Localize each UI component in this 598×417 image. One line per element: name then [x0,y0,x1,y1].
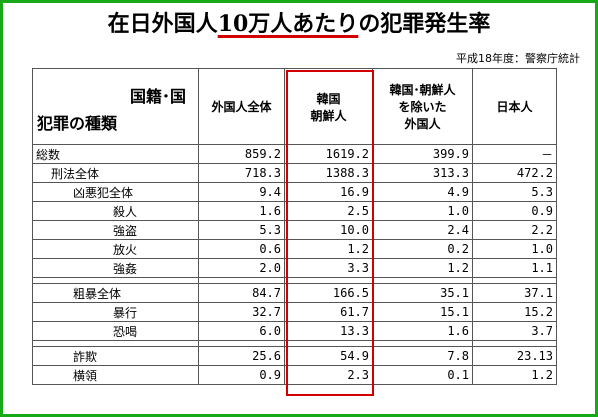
rate-cell: 10.0 [284,220,373,240]
rate-cell: 2.4 [372,220,473,240]
rate-cell: 13.3 [284,321,373,341]
row-gap [32,277,557,284]
row-label: 強姦 [32,258,199,278]
source-note: 平成18年度：警察庁統計 [456,52,580,65]
rate-cell: 0.9 [198,365,285,385]
rate-cell: 0.2 [372,239,473,259]
page-title: 在日外国人10万人あたりの犯罪発生率 [0,6,598,38]
title-part1: 在日外国人 [107,11,218,37]
rate-cell: 4.9 [372,182,473,202]
rate-cell: 0.6 [198,239,285,259]
rate-cell: 84.7 [198,283,285,303]
rate-cell: 1.1 [472,258,557,278]
rate-cell: 2.3 [284,365,373,385]
row-label: 詐欺 [32,346,199,366]
rate-cell: 5.3 [198,220,285,240]
rate-cell: 37.1 [472,283,557,303]
rate-cell: 0.9 [472,201,557,221]
corner-header: 国籍･国 犯罪の種類 [32,68,199,145]
row-label: 暴行 [32,302,199,322]
rate-cell: 313.3 [372,163,473,183]
corner-top-label: 国籍･国 [129,87,186,106]
rate-cell: 399.9 [372,144,473,164]
rate-cell: 9.4 [198,182,285,202]
rate-cell: 5.3 [472,182,557,202]
rate-cell: 1.2 [472,365,557,385]
header-japanese: 日本人 [472,68,557,145]
row-label: 総数 [32,144,199,164]
rate-cell: 7.8 [372,346,473,366]
rate-cell: 1.0 [472,239,557,259]
rate-cell: 1.2 [372,258,473,278]
rate-cell: 1388.3 [284,163,373,183]
table-row: 凶悪犯全体 9.4 16.9 4.9 5.3 [32,182,557,202]
rate-cell: 25.6 [198,346,285,366]
rate-cell: 1619.2 [284,144,373,164]
table-row: 強姦 2.0 3.3 1.2 1.1 [32,258,557,278]
header-korean: 韓国 朝鮮人 [284,68,373,145]
rate-cell: 166.5 [284,283,373,303]
table-header-row: 国籍･国 犯罪の種類 外国人全体 韓国 朝鮮人 韓国･朝鮮人 を除いた 外国人 日本人 [32,68,557,145]
header-other-foreigners: 韓国･朝鮮人 を除いた 外国人 [372,68,473,145]
table-row: 粗暴全体 84.7 166.5 35.1 37.1 [32,283,557,303]
rate-cell: 1.0 [372,201,473,221]
rate-cell: 6.0 [198,321,285,341]
row-label: 刑法全体 [32,163,199,183]
row-label: 凶悪犯全体 [32,182,199,202]
corner-bottom-label: 犯罪の種類 [37,114,118,133]
rate-cell: 3.7 [472,321,557,341]
table-row: 横領 0.9 2.3 0.1 1.2 [32,365,557,385]
crime-rate-table: 国籍･国 犯罪の種類 外国人全体 韓国 朝鮮人 韓国･朝鮮人 を除いた 外国人 日本人… [32,68,557,385]
table-row: 刑法全体 718.3 1388.3 313.3 472.2 [32,163,557,183]
rate-cell: 35.1 [372,283,473,303]
row-label: 粗暴全体 [32,283,199,303]
rate-cell: 718.3 [198,163,285,183]
rate-cell: 32.7 [198,302,285,322]
table-row: 殺人 1.6 2.5 1.0 0.9 [32,201,557,221]
rate-cell: 0.1 [372,365,473,385]
rate-cell: 16.9 [284,182,373,202]
rate-cell: 859.2 [198,144,285,164]
rate-cell: 23.13 [472,346,557,366]
title-part3: の犯罪発生率 [358,11,491,37]
rate-cell: 1.6 [198,201,285,221]
table-row: 恐喝 6.0 13.3 1.6 3.7 [32,321,557,341]
row-label: 放火 [32,239,199,259]
table-row: 総数 859.2 1619.2 399.9 － [32,144,557,164]
rate-cell: 2.0 [198,258,285,278]
table-row: 放火 0.6 1.2 0.2 1.0 [32,239,557,259]
table-row: 強盗 5.3 10.0 2.4 2.2 [32,220,557,240]
row-label: 恐喝 [32,321,199,341]
row-label: 横領 [32,365,199,385]
rate-cell: 2.2 [472,220,557,240]
rate-cell: 1.6 [372,321,473,341]
row-label: 殺人 [32,201,199,221]
rate-cell: 15.1 [372,302,473,322]
row-label: 強盗 [32,220,199,240]
rate-cell: 3.3 [284,258,373,278]
header-all-foreigners: 外国人全体 [198,68,285,145]
rate-cell: － [472,144,557,164]
table-row: 詐欺 25.6 54.9 7.8 23.13 [32,346,557,366]
rate-cell: 472.2 [472,163,557,183]
rate-cell: 15.2 [472,302,557,322]
rate-cell: 61.7 [284,302,373,322]
rate-cell: 54.9 [284,346,373,366]
table-row: 暴行 32.7 61.7 15.1 15.2 [32,302,557,322]
title-highlight: 10万人あたり [217,11,359,37]
rate-cell: 1.2 [284,239,373,259]
rate-cell: 2.5 [284,201,373,221]
